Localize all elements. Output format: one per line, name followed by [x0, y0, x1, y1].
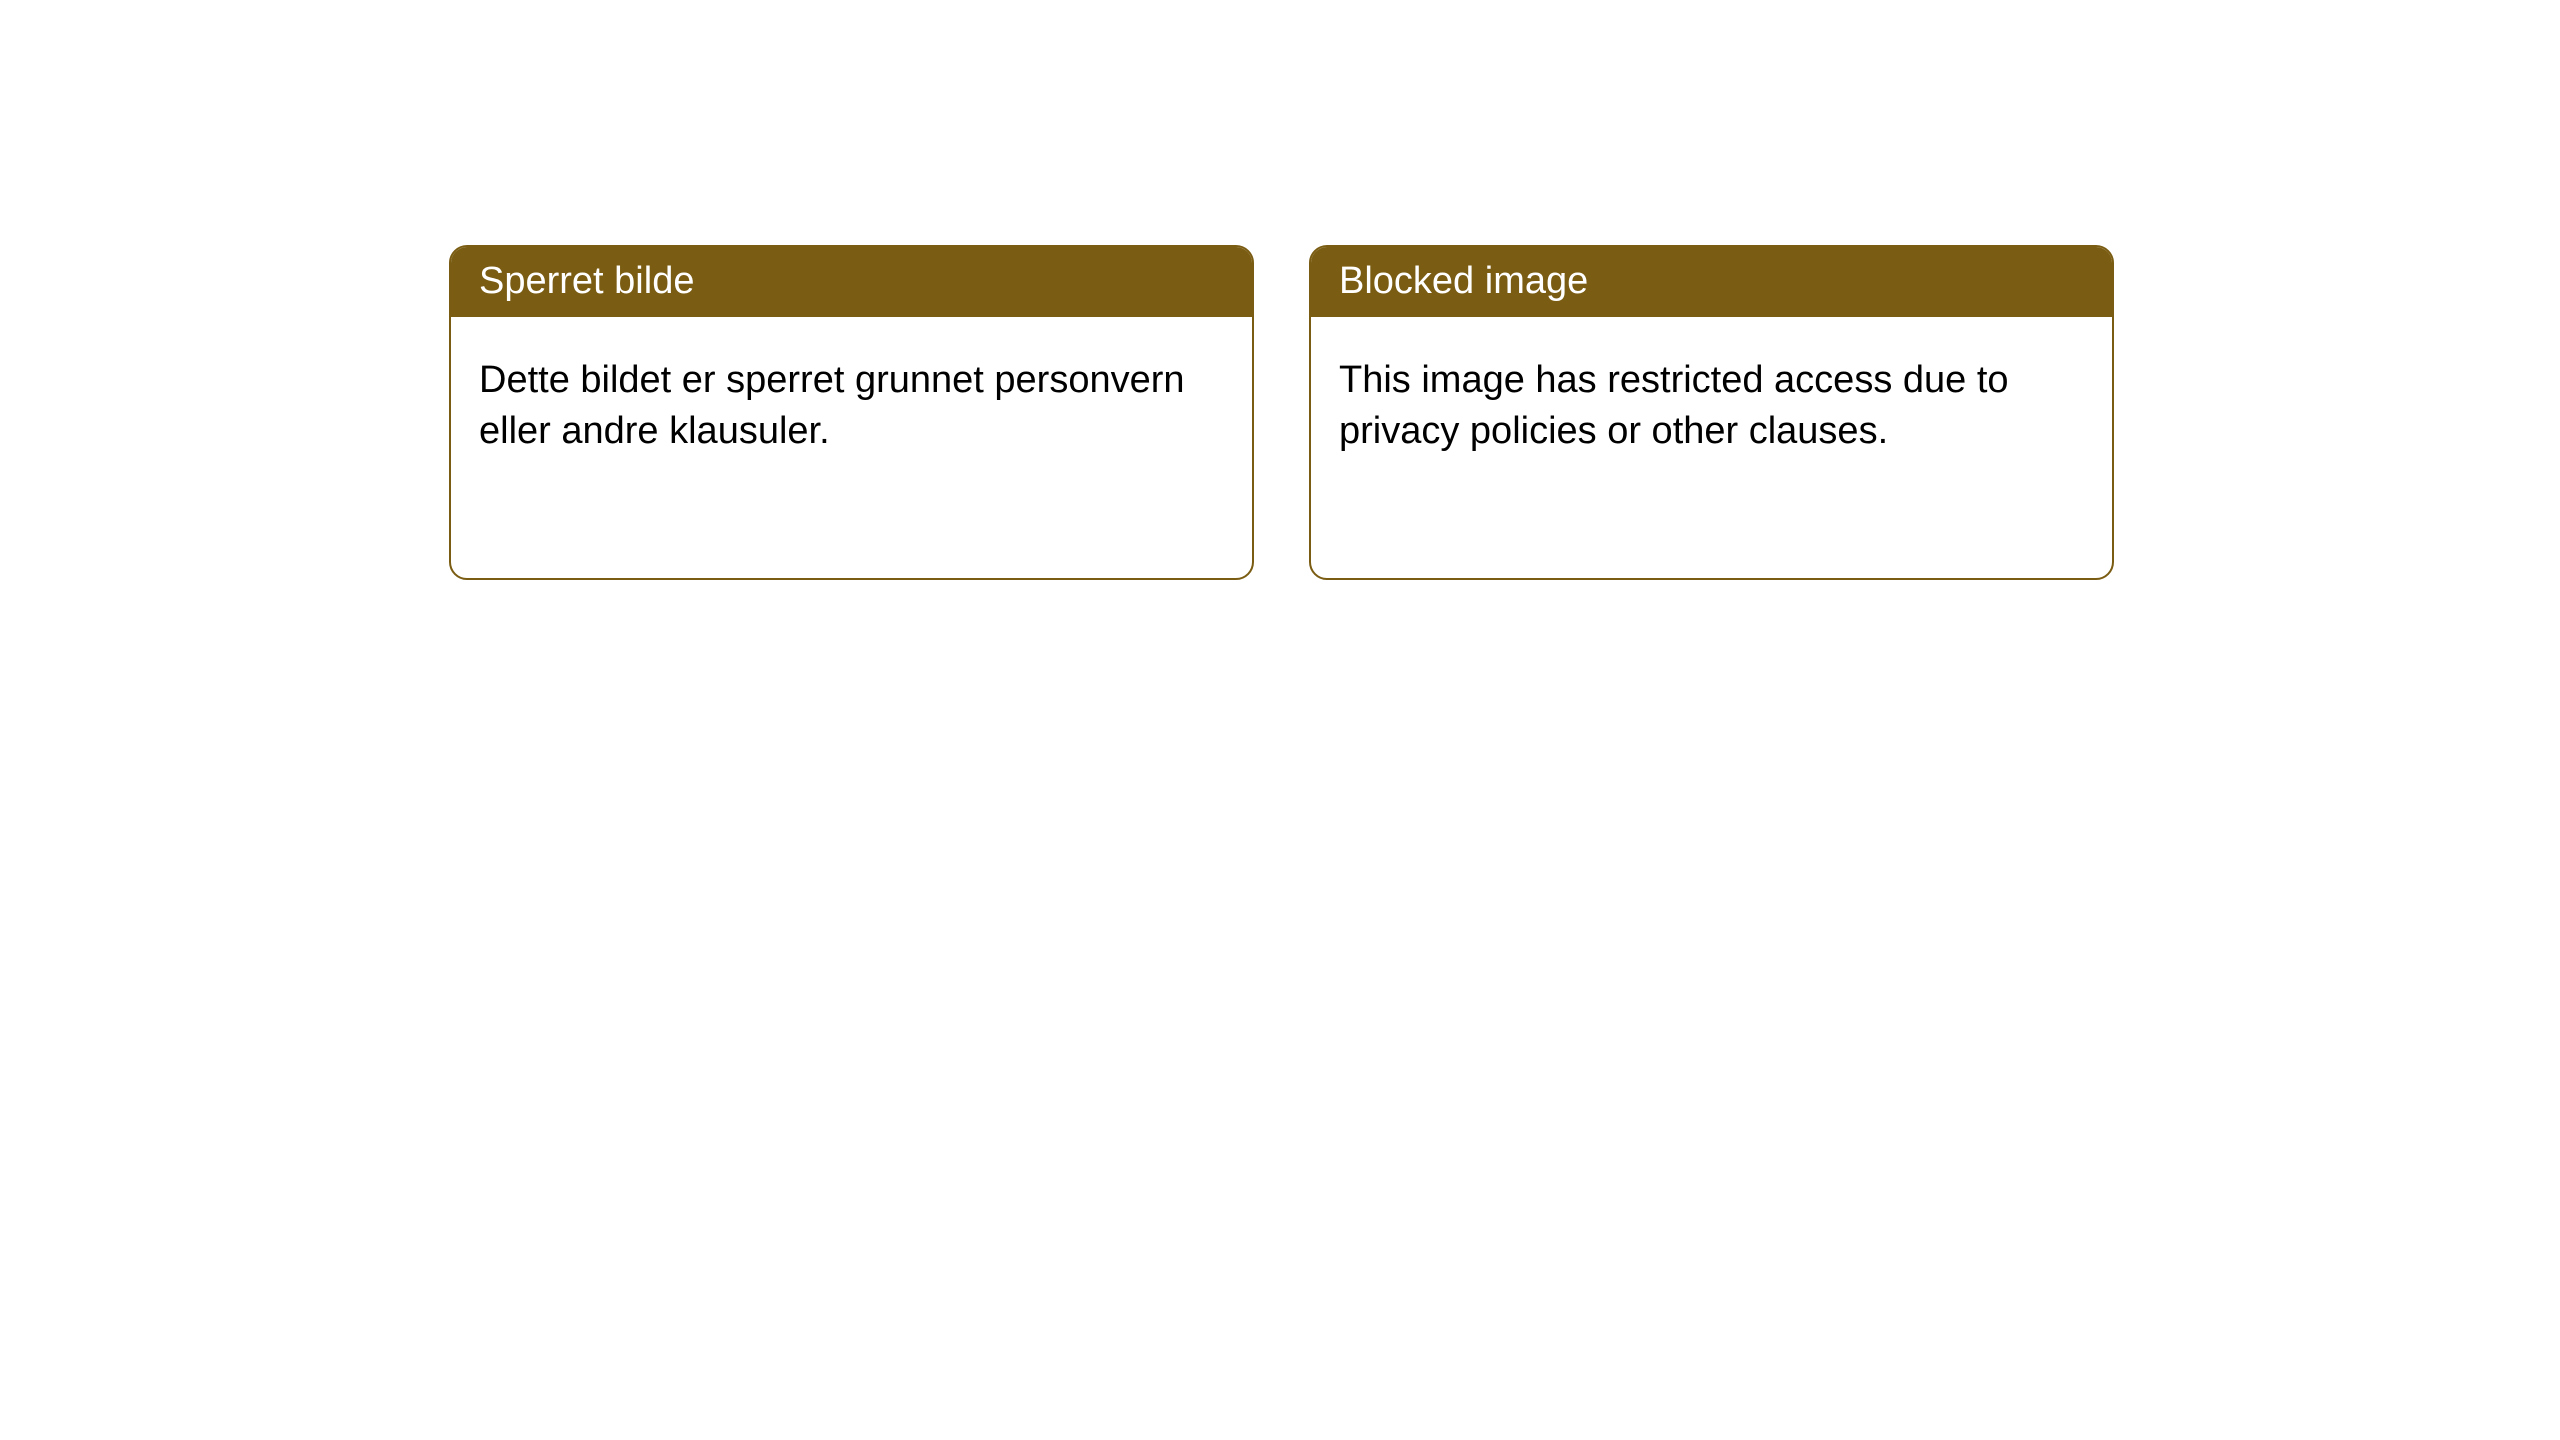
notice-body: Dette bildet er sperret grunnet personve…: [451, 317, 1252, 496]
notice-card-norwegian: Sperret bilde Dette bildet er sperret gr…: [449, 245, 1254, 580]
notice-header: Sperret bilde: [451, 247, 1252, 317]
notice-body: This image has restricted access due to …: [1311, 317, 2112, 496]
notice-header: Blocked image: [1311, 247, 2112, 317]
notice-card-english: Blocked image This image has restricted …: [1309, 245, 2114, 580]
notice-container: Sperret bilde Dette bildet er sperret gr…: [449, 245, 2114, 580]
